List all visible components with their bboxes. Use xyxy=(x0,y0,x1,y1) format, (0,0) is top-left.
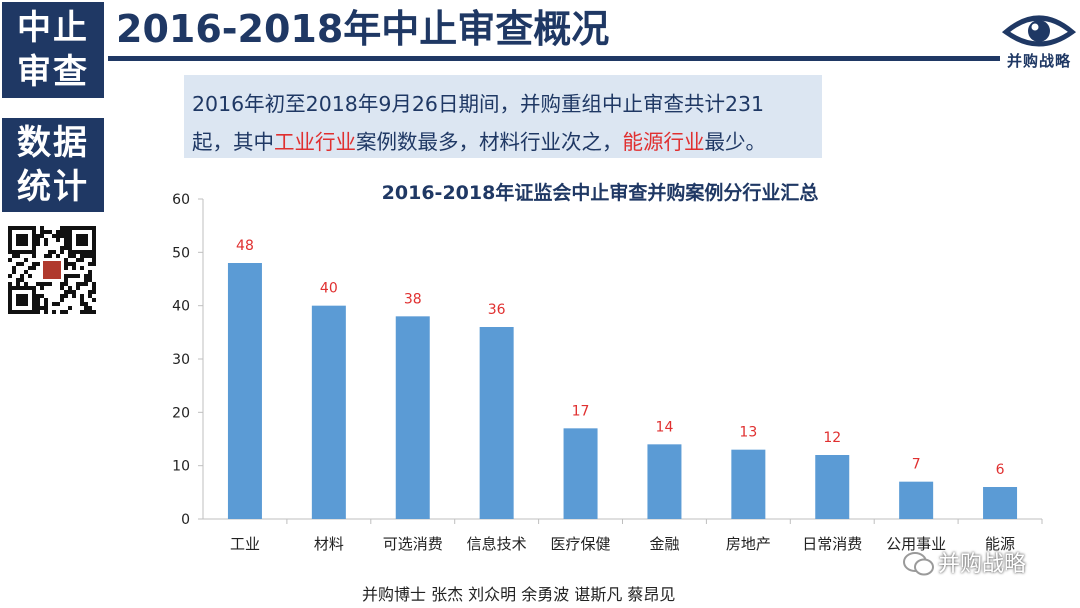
x-tick-label: 房地产 xyxy=(726,535,771,553)
data-label: 13 xyxy=(739,425,757,441)
watermark-text: 并购战略 xyxy=(938,552,1027,577)
section-label-box: 中止 审查 xyxy=(2,2,104,98)
summary-text: 最少。 xyxy=(704,130,767,154)
bar xyxy=(311,305,346,519)
bar xyxy=(479,327,514,519)
x-tick-label: 信息技术 xyxy=(467,535,527,553)
wechat-icon xyxy=(903,552,934,576)
bar xyxy=(227,263,262,519)
y-tick-label: 30 xyxy=(172,352,190,368)
y-tick-label: 40 xyxy=(172,299,190,315)
y-tick-label: 10 xyxy=(172,459,190,475)
data-label: 38 xyxy=(404,291,422,307)
bar xyxy=(563,428,598,519)
section-label-line-2: 审查 xyxy=(17,52,89,92)
y-tick-label: 50 xyxy=(172,245,190,261)
x-tick-label: 金融 xyxy=(649,535,679,553)
data-label: 6 xyxy=(996,462,1005,478)
data-label: 36 xyxy=(488,302,506,318)
subsection-label-box: 数据 统计 xyxy=(2,118,104,212)
page-title: 2016-2018年中止审查概况 xyxy=(116,7,610,51)
x-tick-label: 工业 xyxy=(230,535,260,553)
data-label: 12 xyxy=(823,430,841,446)
qr-code-icon xyxy=(8,226,96,314)
logo-text: 并购战略 xyxy=(1006,52,1071,70)
summary-line-1: 2016年初至2018年9月26日期间，并购重组中止审查共计231 xyxy=(192,92,765,116)
summary-text: 案例数最多，材料行业次之， xyxy=(356,130,623,154)
summary-text: 起，其中 xyxy=(192,130,274,154)
chart-title: 2016-2018年证监会中止审查并购案例分行业汇总 xyxy=(382,181,819,204)
x-tick-label: 能源 xyxy=(985,535,1015,553)
section-label-line-1: 中止 xyxy=(17,8,89,48)
eye-logo-icon xyxy=(1001,15,1077,47)
title-underline xyxy=(108,56,1000,61)
data-label: 14 xyxy=(656,419,674,435)
data-label: 17 xyxy=(572,403,590,419)
footer-authors: 并购博士 张杰 刘众明 余勇波 谌斯凡 蔡昂见 xyxy=(362,585,676,604)
summary-box: 2016年初至2018年9月26日期间，并购重组中止审查共计231 起，其中工业… xyxy=(184,75,822,158)
x-tick-label: 公用事业 xyxy=(886,535,946,553)
x-tick-label: 医疗保健 xyxy=(551,535,611,553)
data-label: 40 xyxy=(320,281,338,297)
y-tick-label: 20 xyxy=(172,405,190,421)
summary-line-2: 起，其中工业行业案例数最多，材料行业次之，能源行业最少。 xyxy=(192,123,822,161)
bar xyxy=(395,316,430,519)
summary-highlight-energy: 能源行业 xyxy=(622,130,705,154)
x-tick-label: 材料 xyxy=(314,535,344,553)
data-label: 48 xyxy=(236,238,254,254)
subsection-label-line-1: 数据 xyxy=(17,123,89,163)
bar xyxy=(731,449,766,519)
bar xyxy=(899,481,934,519)
summary-highlight-industrial: 工业行业 xyxy=(274,130,356,154)
y-tick-label: 0 xyxy=(181,512,190,528)
bar xyxy=(647,444,682,519)
y-tick-label: 60 xyxy=(172,192,190,208)
bar-chart: 2016-2018年证监会中止审查并购案例分行业汇总 0 10 20 30 40 50 60… xyxy=(172,181,1043,553)
subsection-label-line-2: 统计 xyxy=(17,167,89,207)
bar xyxy=(815,455,850,519)
x-tick-label: 可选消费 xyxy=(383,535,443,553)
data-label: 7 xyxy=(912,457,921,473)
x-tick-label: 日常消费 xyxy=(802,535,862,553)
bar xyxy=(983,487,1018,519)
